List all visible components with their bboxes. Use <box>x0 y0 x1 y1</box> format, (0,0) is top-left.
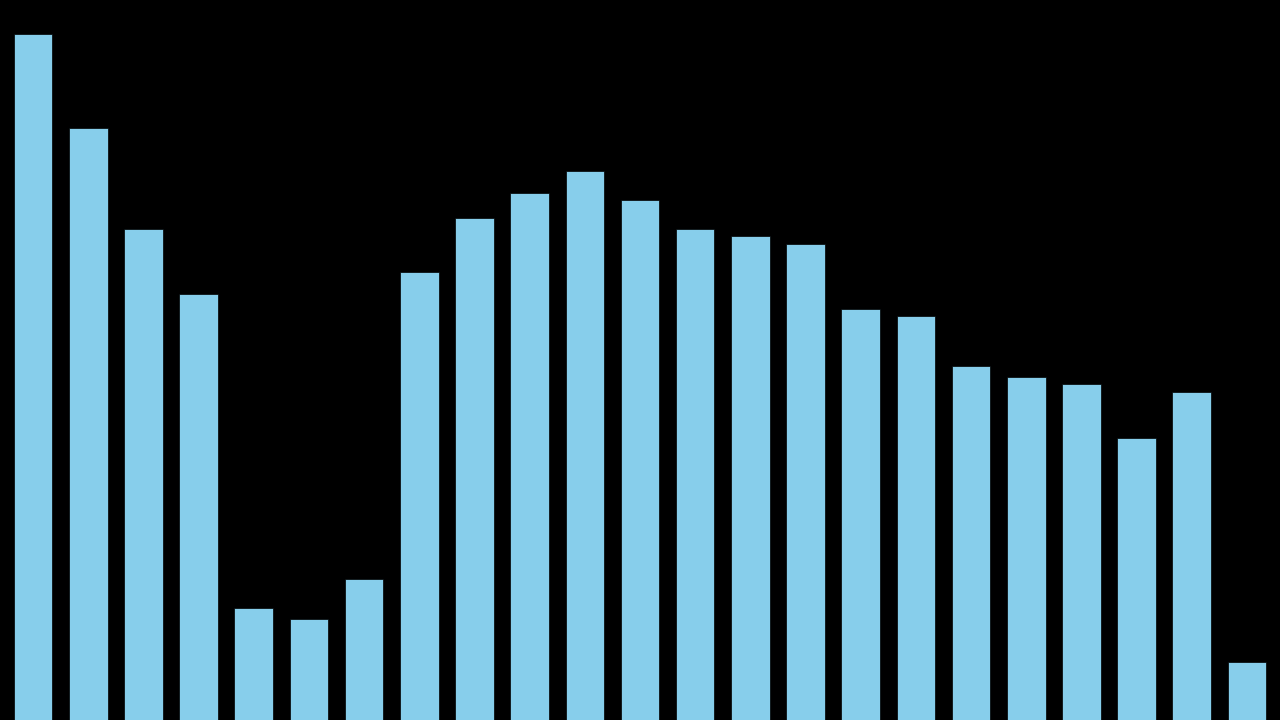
Bar <box>234 608 273 720</box>
Bar <box>1117 438 1156 720</box>
Bar <box>344 580 384 720</box>
Bar <box>731 236 769 720</box>
Bar <box>621 200 659 720</box>
Bar <box>179 294 218 720</box>
Bar <box>676 229 714 720</box>
Bar <box>399 272 439 720</box>
Bar <box>289 619 328 720</box>
Bar <box>1228 662 1266 720</box>
Bar <box>69 128 108 720</box>
Bar <box>896 316 936 720</box>
Bar <box>952 366 991 720</box>
Bar <box>1007 377 1046 720</box>
Bar <box>566 171 604 720</box>
Bar <box>1062 384 1101 720</box>
Bar <box>1172 392 1211 720</box>
Bar <box>841 309 881 720</box>
Bar <box>14 35 52 720</box>
Bar <box>124 229 163 720</box>
Bar <box>511 193 549 720</box>
Bar <box>786 243 824 720</box>
Bar <box>456 218 494 720</box>
